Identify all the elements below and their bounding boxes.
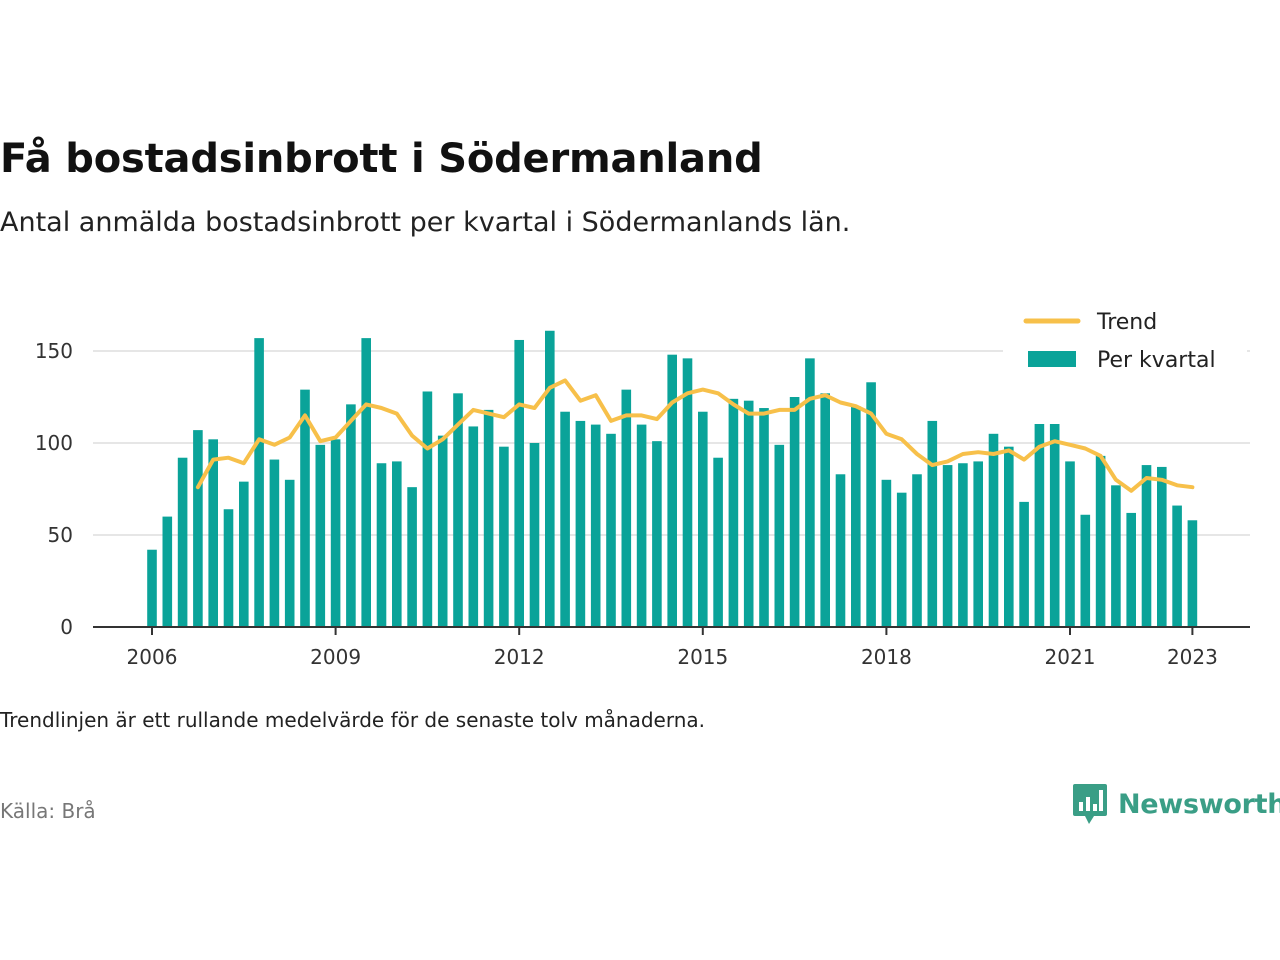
bar xyxy=(437,435,448,627)
brand-name: Newsworthy xyxy=(1118,788,1280,820)
bar xyxy=(1080,514,1091,627)
bar xyxy=(1157,466,1167,627)
bar xyxy=(483,409,494,627)
bar xyxy=(346,404,356,627)
bar xyxy=(239,481,249,627)
x-tick-label: 2023 xyxy=(1167,645,1218,669)
bar xyxy=(1095,455,1106,627)
bar xyxy=(1141,465,1152,627)
bar xyxy=(223,509,234,627)
bar xyxy=(499,446,509,627)
bar xyxy=(1034,422,1045,627)
legend-bar-swatch xyxy=(1028,351,1076,367)
bar-series xyxy=(147,330,1198,627)
bar xyxy=(468,426,479,627)
chart-subtitle: Antal anmälda bostadsinbrott per kvartal… xyxy=(0,207,851,238)
chart: 0 50 100 150 2006 2009 2012 2015 2018 2021 2023 T… xyxy=(35,310,1250,669)
y-tick-label: 0 xyxy=(60,615,73,639)
x-tick-label: 2009 xyxy=(310,645,361,669)
bar xyxy=(1172,505,1182,627)
newsworthy-logo-icon xyxy=(1073,784,1107,824)
x-axis-ticks: 2006 2009 2012 2015 2018 2021 2023 xyxy=(127,627,1218,669)
bar xyxy=(728,398,739,627)
bar xyxy=(835,474,846,627)
bar xyxy=(636,424,647,627)
bar xyxy=(545,330,555,627)
bar xyxy=(162,516,173,627)
bar xyxy=(698,411,708,627)
source-text: Källa: Brå xyxy=(0,799,96,823)
bar xyxy=(621,389,632,627)
bar xyxy=(1004,446,1014,627)
legend-trend-label: Trend xyxy=(1096,310,1157,335)
bar xyxy=(407,487,417,627)
brand-logo: Newsworthy xyxy=(1072,782,1280,826)
bar xyxy=(453,393,463,627)
bar xyxy=(1187,520,1198,627)
bar xyxy=(988,433,999,627)
bar xyxy=(1019,501,1029,627)
bar xyxy=(590,424,601,627)
bar xyxy=(713,457,723,627)
bar xyxy=(147,549,157,627)
y-tick-label: 50 xyxy=(48,523,73,547)
bar xyxy=(376,463,387,627)
bar xyxy=(560,411,570,627)
bar xyxy=(575,420,586,627)
bar xyxy=(392,461,402,627)
bar xyxy=(881,479,892,627)
bar xyxy=(820,393,830,627)
bar xyxy=(682,358,693,627)
bar xyxy=(254,338,264,627)
y-axis-ticks: 0 50 100 150 xyxy=(35,339,73,639)
chart-title: Få bostadsinbrott i Södermanland xyxy=(0,136,763,182)
bar xyxy=(896,492,907,627)
bar xyxy=(912,474,922,627)
bar xyxy=(927,420,938,627)
bar xyxy=(851,406,861,627)
bar xyxy=(177,457,188,627)
bar xyxy=(269,459,280,627)
bar xyxy=(193,430,203,627)
bar xyxy=(759,408,769,627)
bar xyxy=(774,444,785,627)
bar xyxy=(422,391,433,627)
bar xyxy=(315,444,326,627)
legend-bar-label: Per kvartal xyxy=(1097,348,1216,373)
bar xyxy=(361,338,371,627)
y-tick-label: 150 xyxy=(35,339,73,363)
legend-background xyxy=(1003,332,1247,424)
bar xyxy=(805,358,815,627)
bar xyxy=(667,354,677,627)
x-tick-label: 2018 xyxy=(861,645,912,669)
x-tick-label: 2012 xyxy=(494,645,545,669)
bar xyxy=(1049,404,1060,627)
bar xyxy=(958,463,968,627)
x-tick-label: 2021 xyxy=(1045,645,1096,669)
footnote: Trendlinjen är ett rullande medelvärde f… xyxy=(0,708,706,732)
legend: Trend Per kvartal xyxy=(1003,310,1247,424)
bar xyxy=(942,465,953,627)
bar xyxy=(866,382,876,627)
bar xyxy=(1111,485,1121,627)
bar xyxy=(1126,512,1136,627)
y-tick-label: 100 xyxy=(35,431,73,455)
bar xyxy=(330,439,341,627)
bar xyxy=(300,389,310,627)
bar xyxy=(743,400,754,627)
bar xyxy=(1065,461,1075,627)
bar xyxy=(973,461,983,627)
x-tick-label: 2006 xyxy=(127,645,178,669)
trend-line xyxy=(195,378,1195,493)
x-tick-label: 2015 xyxy=(677,645,728,669)
bar xyxy=(789,397,800,627)
bar xyxy=(652,441,662,627)
bar xyxy=(284,479,295,627)
bar xyxy=(529,443,540,627)
bar xyxy=(606,433,616,627)
bar xyxy=(514,339,524,627)
bar xyxy=(208,439,218,627)
